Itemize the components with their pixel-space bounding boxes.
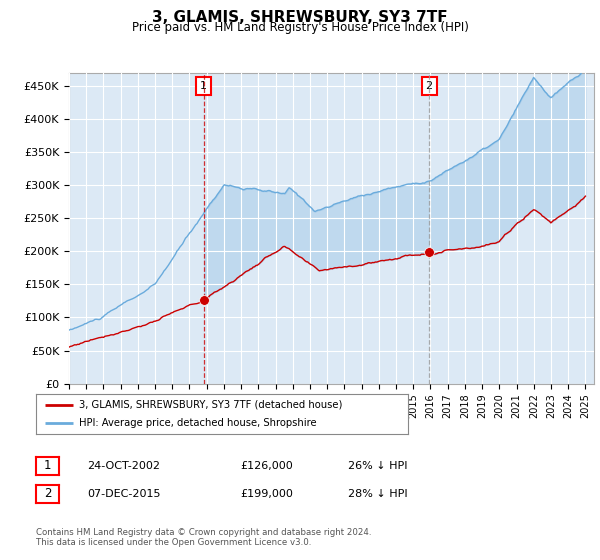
Text: 3, GLAMIS, SHREWSBURY, SY3 7TF: 3, GLAMIS, SHREWSBURY, SY3 7TF <box>152 10 448 25</box>
Text: 26% ↓ HPI: 26% ↓ HPI <box>348 461 407 471</box>
Text: £126,000: £126,000 <box>240 461 293 471</box>
Text: Contains HM Land Registry data © Crown copyright and database right 2024.
This d: Contains HM Land Registry data © Crown c… <box>36 528 371 547</box>
Text: Price paid vs. HM Land Registry's House Price Index (HPI): Price paid vs. HM Land Registry's House … <box>131 21 469 34</box>
Text: 3, GLAMIS, SHREWSBURY, SY3 7TF (detached house): 3, GLAMIS, SHREWSBURY, SY3 7TF (detached… <box>79 400 342 409</box>
Text: 1: 1 <box>44 459 51 473</box>
Text: 07-DEC-2015: 07-DEC-2015 <box>87 489 161 499</box>
Text: 2: 2 <box>425 81 433 91</box>
Text: 2: 2 <box>44 487 51 501</box>
Text: HPI: Average price, detached house, Shropshire: HPI: Average price, detached house, Shro… <box>79 418 316 428</box>
Text: 24-OCT-2002: 24-OCT-2002 <box>87 461 160 471</box>
Text: 1: 1 <box>200 81 207 91</box>
Text: 28% ↓ HPI: 28% ↓ HPI <box>348 489 407 499</box>
Text: £199,000: £199,000 <box>240 489 293 499</box>
